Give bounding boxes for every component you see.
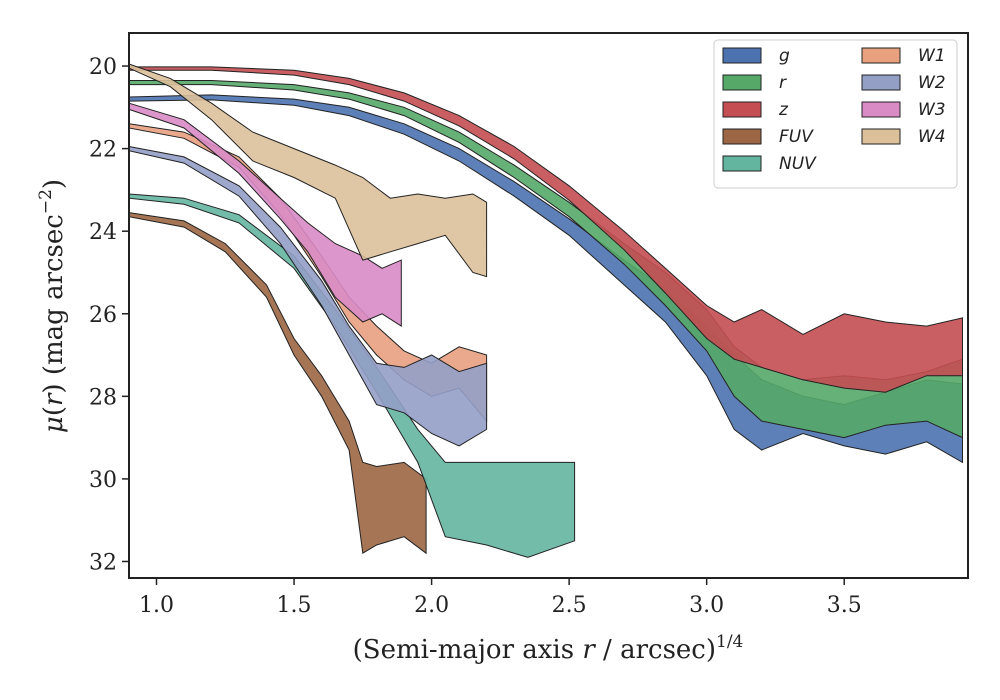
- x-tick-label: 2.0: [414, 593, 449, 618]
- series-w3-band: [128, 102, 402, 328]
- series-nuv-band: [128, 193, 576, 558]
- x-tick-label: 1.5: [277, 593, 312, 618]
- y-tick-label: 22: [89, 138, 117, 163]
- legend-label-w2: W2: [918, 73, 946, 93]
- legend-swatch-w3: [861, 101, 901, 118]
- x-tick-label: 2.5: [552, 593, 587, 618]
- y-axis-label: μ(r) (mag arcsec−2): [36, 179, 69, 433]
- legend-label-w4: W4: [918, 127, 946, 147]
- legend-label-w1: W1: [918, 46, 946, 66]
- y-tick-label: 32: [89, 550, 117, 575]
- legend-swatch-fuv: [722, 128, 762, 145]
- y-tick-label: 24: [89, 220, 117, 245]
- x-axis-ticks: 1.0 1.5 2.0 2.5 3.0 3.5: [139, 578, 862, 618]
- legend-swatch-w2: [861, 74, 901, 91]
- legend-label-fuv: FUV: [779, 127, 814, 147]
- x-axis-label: (Semi-major axis r / arcsec)1/4: [353, 632, 744, 665]
- legend-label-w3: W3: [918, 100, 946, 120]
- legend-swatch-r: [722, 74, 762, 91]
- series-fills: [128, 63, 963, 558]
- y-tick-label: 26: [89, 303, 117, 328]
- series-z-band: [128, 66, 963, 393]
- legend-swatch-nuv: [722, 155, 762, 172]
- y-tick-label: 28: [89, 385, 117, 410]
- legend-label-z: z: [778, 100, 789, 120]
- legend-swatch-w4: [861, 128, 901, 145]
- y-tick-label: 30: [89, 468, 117, 493]
- legend-swatch-z: [722, 101, 762, 118]
- legend-swatch-w1: [861, 47, 901, 64]
- series-fuv-band: [128, 212, 427, 555]
- legend-label-g: g: [779, 46, 790, 66]
- series-w2-band: [128, 145, 488, 447]
- legend: grz FUV NUV W1 W2 W3 W4: [713, 39, 958, 189]
- series-r-band: [128, 80, 963, 439]
- y-tick-label: 20: [89, 55, 117, 80]
- series-w4-band: [128, 63, 488, 278]
- x-tick-label: 1.0: [139, 593, 174, 618]
- plot-frame: [128, 32, 969, 579]
- y-axis-ticks: 20 22 24 26 28 30 32: [89, 55, 129, 575]
- legend-label-r: r: [779, 73, 787, 93]
- x-tick-label: 3.5: [827, 593, 862, 618]
- legend-swatch-g: [722, 47, 762, 64]
- x-tick-label: 3.0: [689, 593, 724, 618]
- legend-label-nuv: NUV: [779, 154, 817, 174]
